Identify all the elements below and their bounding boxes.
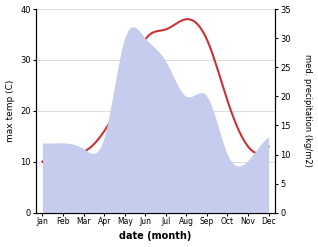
Y-axis label: max temp (C): max temp (C) [5,80,15,142]
X-axis label: date (month): date (month) [119,231,192,242]
Y-axis label: med. precipitation (kg/m2): med. precipitation (kg/m2) [303,54,313,167]
